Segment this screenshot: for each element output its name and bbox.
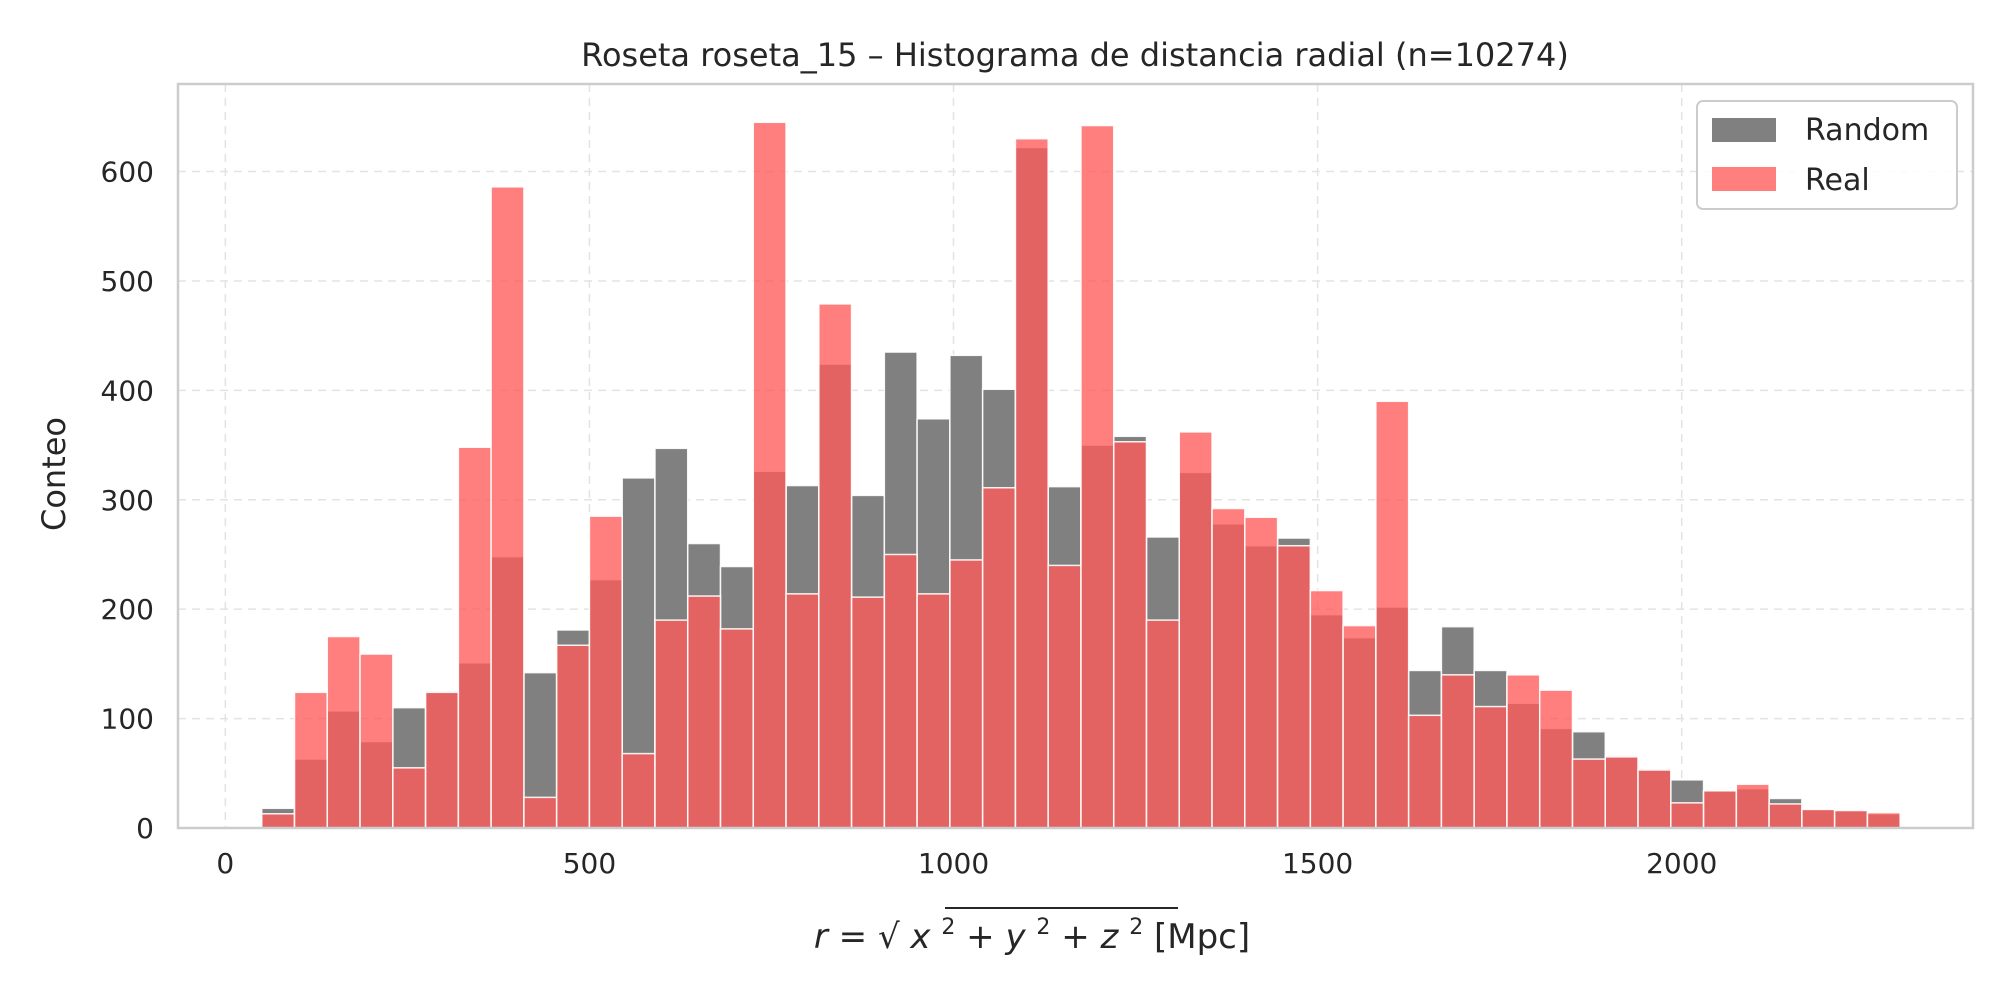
legend-label-random: Random (1805, 113, 1929, 148)
bar-real-43 (1670, 802, 1705, 829)
bar-real-46 (1768, 803, 1803, 829)
bar-real-21 (949, 559, 984, 829)
bar-real-31 (1276, 544, 1312, 829)
bar-real-20 (916, 593, 951, 829)
bar-real-4 (392, 767, 427, 829)
y-axis-ticks: 0 100 200 300 400 500 600 (101, 156, 154, 845)
bar-real-17 (818, 303, 853, 829)
bar-real-37 (1473, 705, 1508, 829)
x-axis-ticks: 0 500 1000 1500 2000 (216, 847, 1717, 880)
y-axis-label: Conteo (35, 417, 73, 531)
x-label-exp-x: 2 (941, 915, 955, 940)
bar-real-25 (1080, 124, 1115, 829)
bar-real-30 (1244, 516, 1279, 829)
x-label-exp-y: 2 (1036, 915, 1050, 940)
legend: Random Real (1696, 100, 1958, 210)
x-tick-label: 1500 (1282, 847, 1353, 880)
y-tick-label: 300 (101, 484, 154, 517)
bar-real-35 (1407, 714, 1443, 829)
x-label-exp-z: 2 (1129, 915, 1143, 940)
bar-real-47 (1801, 808, 1836, 829)
bar-real-33 (1342, 624, 1377, 829)
y-tick-label: 100 (101, 703, 154, 736)
bar-real-38 (1506, 674, 1541, 829)
legend-swatch-real (1712, 167, 1776, 191)
bar-real-18 (850, 596, 886, 829)
bar-real-48 (1833, 809, 1869, 829)
legend-label-real: Real (1805, 163, 1870, 198)
svg-text:r = √ x 2: r = √ x 2 + y 2 + z 2 [Mpc] (814, 903, 1250, 957)
bar-real-36 (1440, 674, 1475, 829)
bar-real-45 (1735, 783, 1770, 829)
bar-real-19 (883, 553, 918, 829)
bar-real-10 (588, 515, 623, 829)
x-label-suffix: [Mpc] (1154, 917, 1250, 957)
x-tick-label: 500 (563, 847, 616, 880)
y-tick-label: 400 (101, 374, 154, 407)
bar-real-11 (621, 752, 656, 829)
bar-real-24 (1047, 564, 1082, 829)
bar-real-42 (1637, 769, 1672, 829)
y-tick-label: 500 (101, 265, 154, 298)
bar-real-1 (293, 691, 329, 829)
bar-real-27 (1145, 619, 1181, 829)
legend-swatch-random (1712, 118, 1776, 142)
chart-title: Roseta roseta_15 – Histograma de distanc… (581, 36, 1569, 74)
bar-real-22 (981, 486, 1017, 829)
y-tick-label: 200 (101, 593, 154, 626)
x-label-radical: √ (878, 917, 900, 957)
bar-real-49 (1866, 811, 1901, 829)
bar-real-28 (1178, 431, 1213, 829)
bar-real-39 (1538, 689, 1574, 829)
x-label-var-x: x (909, 917, 931, 957)
bar-real-0 (260, 813, 296, 829)
bar-real-12 (654, 619, 689, 829)
bar-real-2 (326, 635, 361, 829)
bar-real-5 (424, 691, 460, 829)
x-tick-label: 0 (216, 847, 234, 880)
x-axis-label: r = √ x 2 + y 2 + z 2 [Mpc] (814, 903, 1250, 957)
y-tick-label: 600 (101, 156, 154, 189)
plot-frame (176, 82, 1975, 830)
bar-real-14 (719, 628, 755, 829)
bar-real-8 (523, 796, 558, 829)
bar-real-15 (752, 121, 787, 829)
x-label-var-z: z (1100, 917, 1120, 957)
bar-real-29 (1211, 507, 1246, 829)
x-label-var-y: y (1004, 917, 1026, 957)
x-tick-label: 2000 (1646, 847, 1717, 880)
x-label-prefix: r = (814, 917, 878, 957)
bar-real-3 (359, 653, 394, 829)
bar-real-26 (1112, 441, 1148, 829)
x-label-plus-1: + (966, 917, 1005, 957)
series-real-bars (260, 121, 1901, 829)
bar-real-23 (1014, 137, 1049, 829)
bar-real-44 (1702, 790, 1738, 829)
x-tick-label: 1000 (918, 847, 989, 880)
x-label-plus-2: + (1061, 917, 1100, 957)
bar-real-34 (1375, 400, 1410, 829)
bar-real-40 (1571, 758, 1607, 829)
bar-real-7 (490, 186, 525, 829)
bar-real-9 (555, 644, 591, 829)
bar-real-16 (785, 593, 820, 829)
y-tick-label: 0 (136, 812, 154, 845)
bar-real-41 (1604, 756, 1639, 829)
bar-real-13 (686, 595, 722, 829)
bar-real-6 (457, 446, 492, 829)
bar-real-32 (1309, 589, 1344, 829)
